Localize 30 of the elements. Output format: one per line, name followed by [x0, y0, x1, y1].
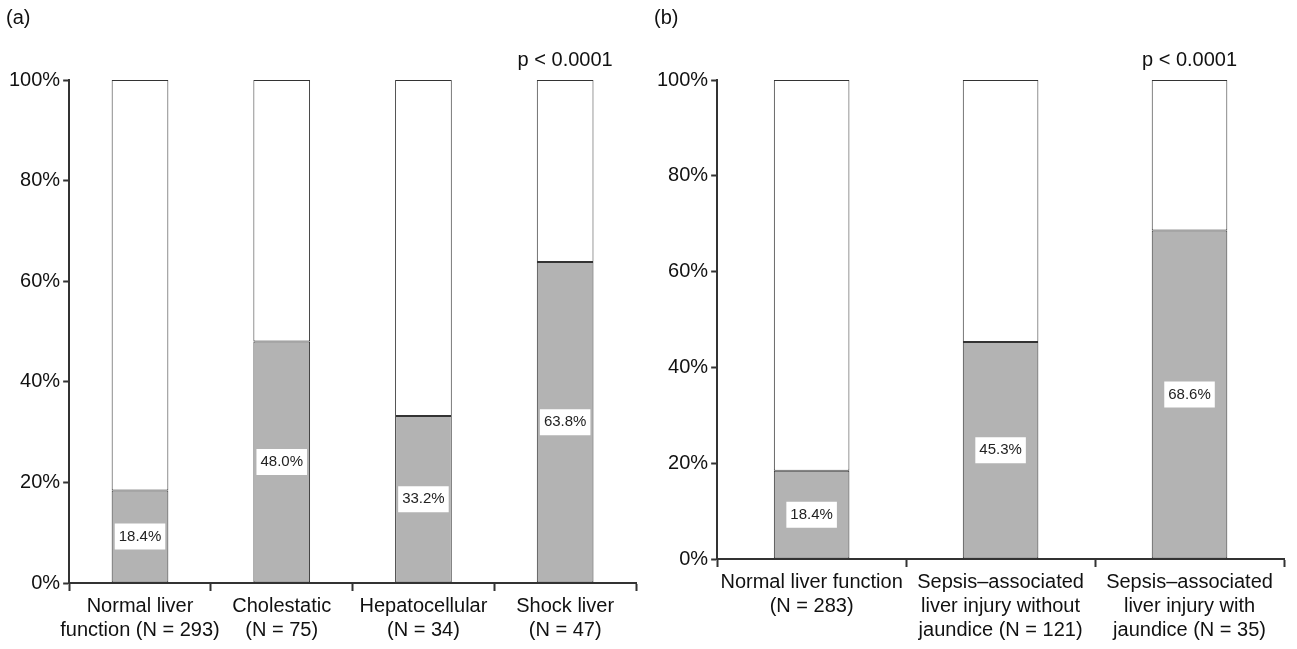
y-tick-label: 0% [679, 546, 709, 569]
y-tick-label: 60% [668, 259, 709, 282]
y-tick-label: 20% [20, 469, 61, 492]
y-tick-label: 100% [657, 67, 709, 90]
x-tick-label: Hepatocellular (N = 34) [359, 593, 488, 640]
data-label: 68.6% [1168, 384, 1211, 402]
data-label: 63.8% [543, 412, 587, 430]
data-label: 48.0% [260, 452, 303, 470]
chart-title: (b) [654, 5, 679, 28]
y-tick-label: 40% [668, 354, 709, 377]
x-tick-label: Normal liver function (N = 293) [60, 593, 220, 640]
y-tick-label: 60% [20, 268, 61, 291]
data-label: 33.2% [402, 489, 445, 507]
y-tick-label: 40% [20, 369, 61, 392]
y-tick-label: 100% [9, 67, 61, 90]
annotation: p < 0.0001 [1141, 47, 1238, 70]
y-tick-label: 0% [31, 570, 61, 593]
x-tick-label: Sepsis–associated liver injury with jaundice (N = 35) [1106, 569, 1273, 640]
x-tick-label: Shock liver (N = 47) [516, 593, 615, 640]
y-tick-label: 20% [668, 450, 709, 473]
data-label: 18.4% [118, 526, 162, 544]
y-tick-label: 80% [20, 168, 61, 191]
x-tick-label: Sepsis–associated liver injury without jaundice (N = 121) [917, 569, 1084, 640]
data-label: 18.4% [790, 504, 833, 522]
data-label: 45.3% [979, 440, 1022, 458]
y-tick-label: 80% [668, 163, 709, 186]
chart-title: (a) [6, 5, 31, 28]
x-tick-label: Normal liver function (N = 283) [720, 569, 903, 616]
annotation: p < 0.0001 [517, 47, 613, 70]
x-tick-label: Cholestatic (N = 75) [232, 593, 332, 640]
